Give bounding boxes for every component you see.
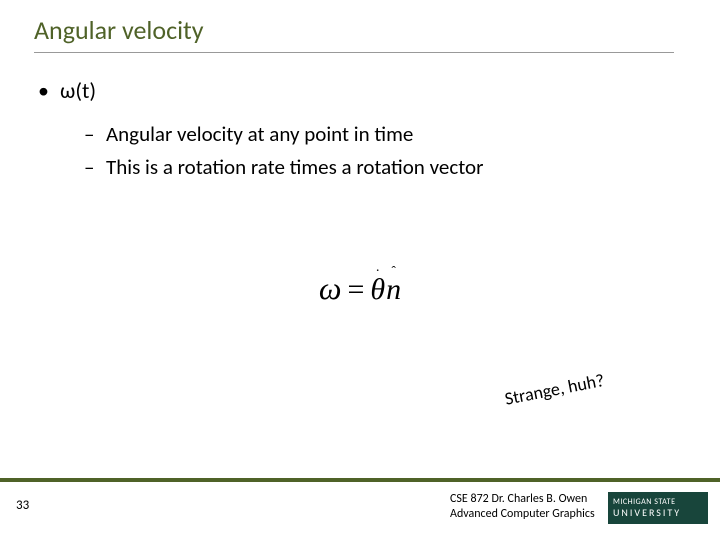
bullet-dash: – bbox=[84, 151, 106, 184]
sub-bullet-list: –Angular velocity at any point in time –… bbox=[84, 118, 483, 183]
dot-accent: · bbox=[375, 264, 380, 280]
equation-omega: ω bbox=[319, 270, 342, 306]
sub-bullet-text: Angular velocity at any point in time bbox=[106, 121, 413, 147]
sub-bullet-text: This is a rotation rate times a rotation… bbox=[106, 154, 483, 180]
bullet-level-1: •ω(t) bbox=[38, 78, 96, 104]
equation: ω=·θˆn bbox=[0, 270, 720, 307]
slide-title: Angular velocity bbox=[34, 14, 204, 46]
footer-rule bbox=[0, 478, 720, 482]
logo-line-2: UNIVERSITY bbox=[613, 506, 703, 519]
annotation-text: Strange, huh? bbox=[503, 369, 606, 410]
page-number: 33 bbox=[16, 498, 29, 513]
title-underline bbox=[34, 52, 674, 53]
bullet-dash: – bbox=[84, 118, 106, 151]
sub-bullet-item: –Angular velocity at any point in time bbox=[84, 118, 483, 151]
hat-accent: ˆ bbox=[391, 263, 395, 279]
sub-bullet-item: –This is a rotation rate times a rotatio… bbox=[84, 151, 483, 184]
equation-equals: = bbox=[341, 273, 370, 306]
bullet-dot: • bbox=[38, 78, 60, 104]
equation-inner: ω=·θˆn bbox=[319, 270, 401, 307]
footer-line-1: CSE 872 Dr. Charles B. Owen bbox=[450, 492, 595, 507]
footer-credit: CSE 872 Dr. Charles B. Owen Advanced Com… bbox=[450, 492, 595, 522]
logo-line-1: MICHIGAN STATE bbox=[613, 498, 703, 506]
equation-n-hat: ˆn bbox=[386, 273, 401, 307]
footer-line-2: Advanced Computer Graphics bbox=[450, 507, 595, 522]
msu-logo: MICHIGAN STATE UNIVERSITY bbox=[608, 492, 708, 524]
slide: Angular velocity •ω(t) –Angular velocity… bbox=[0, 0, 720, 540]
bullet-text: ω(t) bbox=[60, 77, 96, 104]
equation-theta-dot: ·θ bbox=[370, 273, 385, 307]
